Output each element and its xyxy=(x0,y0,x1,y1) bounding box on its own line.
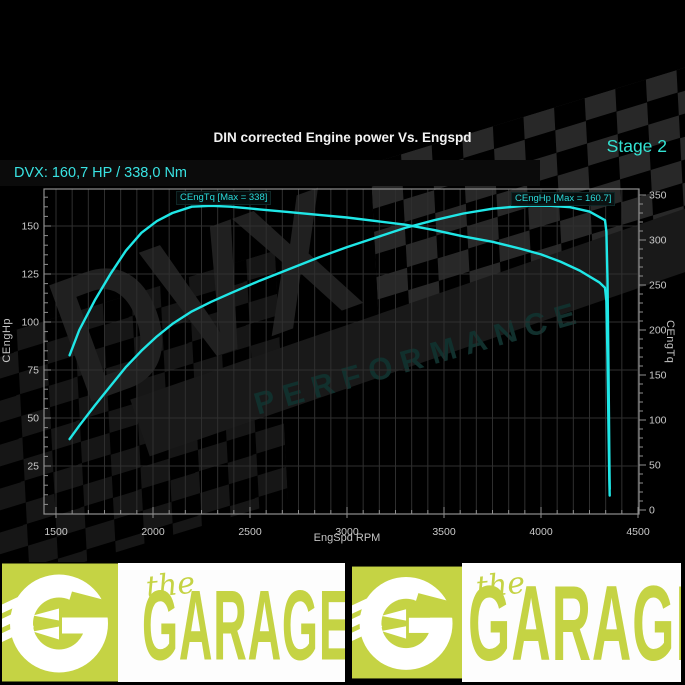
garage-text: GARAGE xyxy=(142,571,345,682)
right-axis-title: CEngTq xyxy=(664,320,676,364)
dvx-result-line: DVX: 160,7 HP / 338,0 Nm xyxy=(14,165,188,181)
svg-text:25: 25 xyxy=(27,461,39,473)
chart-tick-labels: 1500 2000 2500 3000 3500 4000 4500255075100125… xyxy=(21,190,666,539)
svg-text:150: 150 xyxy=(649,370,667,382)
garage-g-logo-icon xyxy=(325,566,462,679)
svg-text:150: 150 xyxy=(21,221,39,233)
garage-banner: the GARAGE the GARAGE xyxy=(0,562,685,685)
garage-g-logo xyxy=(0,563,118,682)
svg-text:100: 100 xyxy=(21,317,39,329)
svg-text:125: 125 xyxy=(21,269,39,281)
x-axis-title: EngSpd RPM xyxy=(313,532,381,544)
garage-wordmark: the GARAGE xyxy=(462,563,681,682)
chart-curves xyxy=(68,204,611,497)
performance-brand-watermark: PERFORMANCE xyxy=(250,293,589,422)
svg-text:0: 0 xyxy=(649,505,655,517)
chart-frame xyxy=(43,188,640,515)
garage-g-logo xyxy=(325,563,462,682)
svg-text:4000: 4000 xyxy=(529,526,553,538)
svg-text:75: 75 xyxy=(27,365,39,377)
svg-text:50: 50 xyxy=(27,413,39,425)
svg-text:1500: 1500 xyxy=(44,526,68,538)
chart-ticks xyxy=(44,194,646,518)
torque-curve-label: CEngTq [Max = 338] xyxy=(176,191,272,205)
banner-divider xyxy=(345,562,352,685)
checkered-flag-watermark-top-right xyxy=(370,62,685,358)
svg-text:250: 250 xyxy=(649,280,667,292)
svg-text:50: 50 xyxy=(649,460,661,472)
left-axis-title: CEngHp xyxy=(1,318,13,363)
checkered-flag-watermark-bottom-left xyxy=(0,250,288,588)
diagonal-band-watermark xyxy=(130,197,685,457)
chart-title: DIN corrected Engine power Vs. Engspd xyxy=(213,130,472,145)
svg-text:2000: 2000 xyxy=(141,526,165,538)
chart-gridlines xyxy=(44,189,639,514)
banner-right-edge xyxy=(681,562,685,685)
svg-text:300: 300 xyxy=(649,235,667,247)
garage-g-logo-icon xyxy=(0,563,118,682)
garage-wordmark: the GARAGE xyxy=(118,563,345,682)
power-curve-label: CEngHp [Max = 160.7] xyxy=(511,192,616,206)
svg-text:4500: 4500 xyxy=(626,526,650,538)
svg-text:350: 350 xyxy=(649,190,667,202)
garage-text: GARAGE xyxy=(468,565,681,682)
svg-text:100: 100 xyxy=(649,415,667,427)
stage-badge: Stage 2 xyxy=(606,136,667,156)
